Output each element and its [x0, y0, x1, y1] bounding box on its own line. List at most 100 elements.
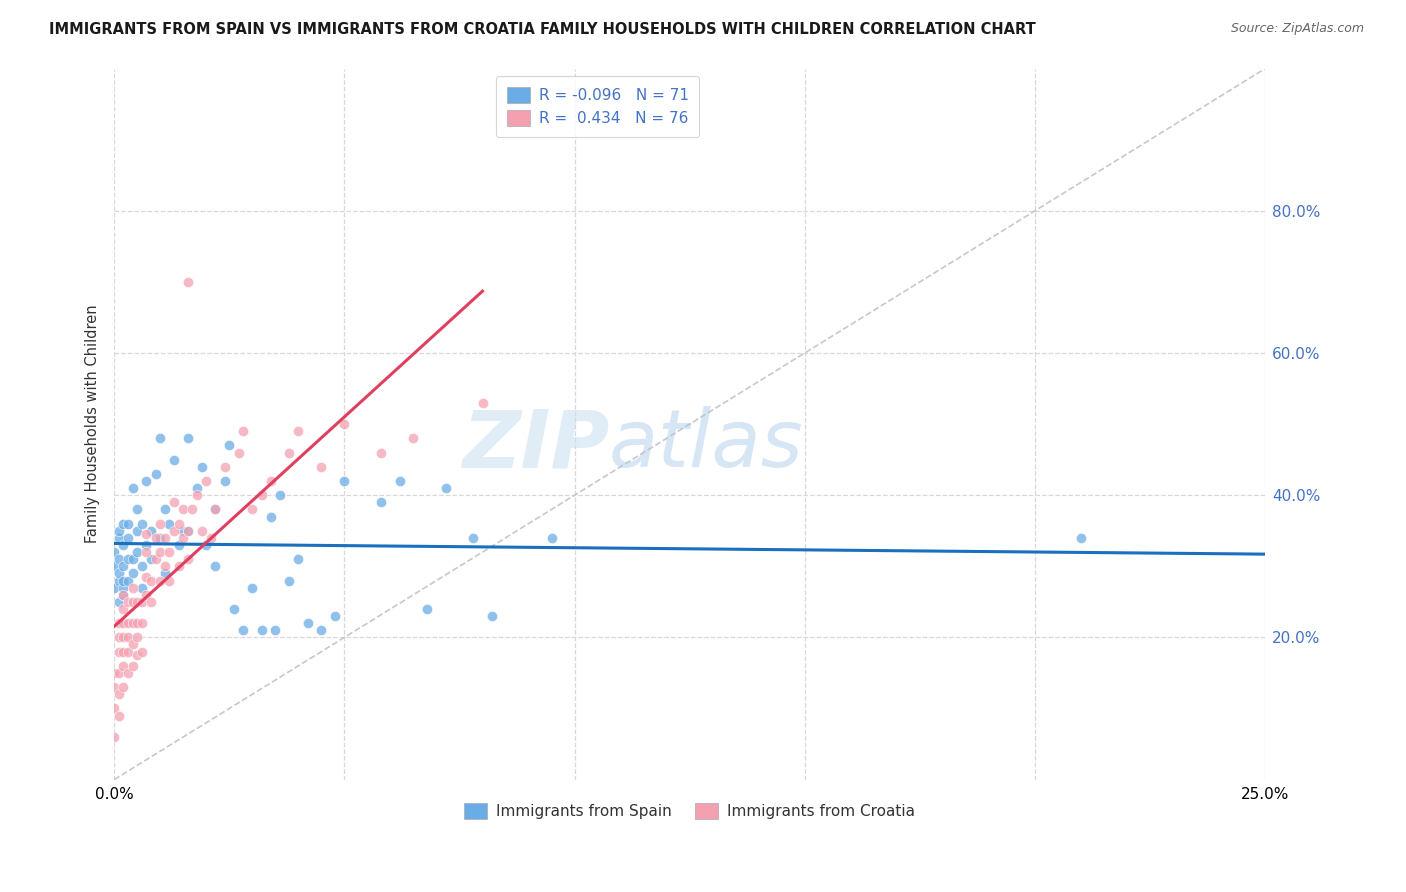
Point — [159, 574, 181, 588]
Point — [172, 524, 194, 538]
Point — [117, 616, 139, 631]
Point — [167, 559, 190, 574]
Point — [159, 545, 181, 559]
Point — [260, 509, 283, 524]
Point — [153, 531, 176, 545]
Point — [240, 502, 263, 516]
Point — [107, 616, 129, 631]
Point — [434, 481, 457, 495]
Point — [195, 538, 218, 552]
Point — [117, 574, 139, 588]
Point — [481, 609, 503, 624]
Point — [107, 687, 129, 701]
Point — [107, 708, 129, 723]
Point — [163, 524, 186, 538]
Point — [107, 552, 129, 566]
Point — [200, 531, 222, 545]
Point — [131, 616, 153, 631]
Point — [127, 545, 149, 559]
Point — [112, 538, 135, 552]
Text: atlas: atlas — [609, 407, 804, 484]
Point — [172, 531, 194, 545]
Point — [333, 474, 356, 488]
Point — [311, 459, 333, 474]
Point — [214, 474, 236, 488]
Point — [139, 595, 162, 609]
Point — [131, 595, 153, 609]
Point — [127, 616, 149, 631]
Point — [159, 516, 181, 531]
Point — [103, 581, 125, 595]
Point — [112, 559, 135, 574]
Point — [388, 474, 411, 488]
Point — [250, 624, 273, 638]
Point — [370, 495, 392, 509]
Point — [127, 631, 149, 645]
Point — [139, 524, 162, 538]
Point — [204, 502, 226, 516]
Point — [127, 648, 149, 662]
Point — [149, 531, 172, 545]
Point — [117, 645, 139, 659]
Point — [117, 552, 139, 566]
Point — [112, 574, 135, 588]
Point — [139, 574, 162, 588]
Point — [214, 459, 236, 474]
Point — [163, 452, 186, 467]
Point — [112, 588, 135, 602]
Point — [112, 680, 135, 694]
Point — [107, 665, 129, 680]
Point — [177, 524, 200, 538]
Point — [250, 488, 273, 502]
Point — [323, 609, 346, 624]
Point — [297, 616, 319, 631]
Point — [135, 570, 157, 584]
Point — [463, 531, 485, 545]
Point — [186, 481, 208, 495]
Point — [260, 474, 283, 488]
Point — [131, 581, 153, 595]
Point — [107, 645, 129, 659]
Point — [127, 502, 149, 516]
Legend: Immigrants from Spain, Immigrants from Croatia: Immigrants from Spain, Immigrants from C… — [458, 797, 921, 825]
Point — [117, 531, 139, 545]
Point — [149, 574, 172, 588]
Point — [149, 545, 172, 559]
Point — [112, 645, 135, 659]
Point — [117, 665, 139, 680]
Point — [287, 552, 309, 566]
Point — [112, 581, 135, 595]
Point — [333, 417, 356, 431]
Point — [287, 424, 309, 438]
Point — [103, 701, 125, 715]
Point — [278, 574, 301, 588]
Y-axis label: Family Households with Children: Family Households with Children — [86, 305, 100, 543]
Point — [107, 595, 129, 609]
Point — [121, 552, 143, 566]
Point — [103, 545, 125, 559]
Point — [232, 424, 254, 438]
Point — [121, 616, 143, 631]
Point — [121, 581, 143, 595]
Point — [416, 602, 439, 616]
Point — [135, 588, 157, 602]
Point — [121, 566, 143, 581]
Point — [204, 502, 226, 516]
Point — [163, 495, 186, 509]
Point — [131, 559, 153, 574]
Point — [153, 502, 176, 516]
Point — [153, 559, 176, 574]
Point — [177, 275, 200, 289]
Point — [190, 459, 212, 474]
Point — [177, 552, 200, 566]
Point — [135, 545, 157, 559]
Point — [127, 595, 149, 609]
Point — [177, 524, 200, 538]
Point — [145, 467, 167, 481]
Point — [240, 581, 263, 595]
Point — [131, 645, 153, 659]
Point — [135, 538, 157, 552]
Point — [103, 680, 125, 694]
Point — [131, 516, 153, 531]
Point — [107, 631, 129, 645]
